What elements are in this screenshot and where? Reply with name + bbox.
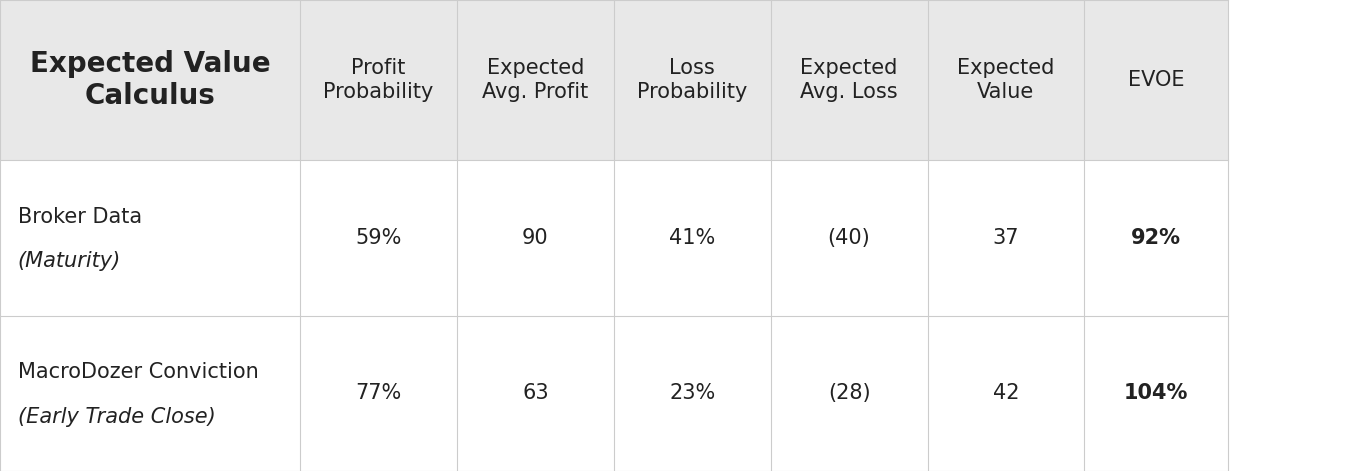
Text: Profit
Probability: Profit Probability bbox=[323, 58, 434, 102]
Text: 63: 63 bbox=[522, 383, 548, 403]
Bar bbox=[614, 160, 771, 316]
Text: 42: 42 bbox=[993, 383, 1019, 403]
Bar bbox=[928, 160, 1084, 316]
Bar bbox=[457, 160, 614, 316]
Text: Expected
Avg. Loss: Expected Avg. Loss bbox=[801, 58, 898, 102]
Bar bbox=[0, 316, 300, 471]
Text: Broker Data: Broker Data bbox=[18, 207, 142, 227]
Bar bbox=[928, 316, 1084, 471]
Text: 59%: 59% bbox=[356, 228, 401, 248]
Bar bbox=[0, 0, 300, 160]
Bar bbox=[457, 0, 614, 160]
Text: 77%: 77% bbox=[356, 383, 401, 403]
Bar bbox=[771, 316, 928, 471]
Text: 23%: 23% bbox=[670, 383, 715, 403]
Text: Expected Value
Calculus: Expected Value Calculus bbox=[30, 50, 270, 110]
Bar bbox=[1084, 160, 1228, 316]
Bar bbox=[300, 316, 457, 471]
Text: 104%: 104% bbox=[1124, 383, 1188, 403]
Text: Loss
Probability: Loss Probability bbox=[637, 58, 747, 102]
Text: (Maturity): (Maturity) bbox=[18, 252, 121, 271]
Text: (28): (28) bbox=[828, 383, 870, 403]
Bar bbox=[771, 0, 928, 160]
Text: 41%: 41% bbox=[670, 228, 715, 248]
Text: 92%: 92% bbox=[1131, 228, 1181, 248]
Text: (40): (40) bbox=[828, 228, 870, 248]
Bar bbox=[614, 316, 771, 471]
Bar bbox=[1084, 316, 1228, 471]
Text: Expected
Value: Expected Value bbox=[958, 58, 1054, 102]
Text: (Early Trade Close): (Early Trade Close) bbox=[18, 407, 216, 427]
Bar bbox=[928, 0, 1084, 160]
Text: Expected
Avg. Profit: Expected Avg. Profit bbox=[483, 58, 588, 102]
Bar bbox=[300, 160, 457, 316]
Text: 37: 37 bbox=[993, 228, 1019, 248]
Text: MacroDozer Conviction: MacroDozer Conviction bbox=[18, 362, 259, 382]
Text: EVOE: EVOE bbox=[1128, 70, 1184, 90]
Bar bbox=[300, 0, 457, 160]
Text: 90: 90 bbox=[522, 228, 548, 248]
Bar bbox=[771, 160, 928, 316]
Bar bbox=[0, 160, 300, 316]
Bar bbox=[457, 316, 614, 471]
Bar bbox=[614, 0, 771, 160]
Bar bbox=[1084, 0, 1228, 160]
